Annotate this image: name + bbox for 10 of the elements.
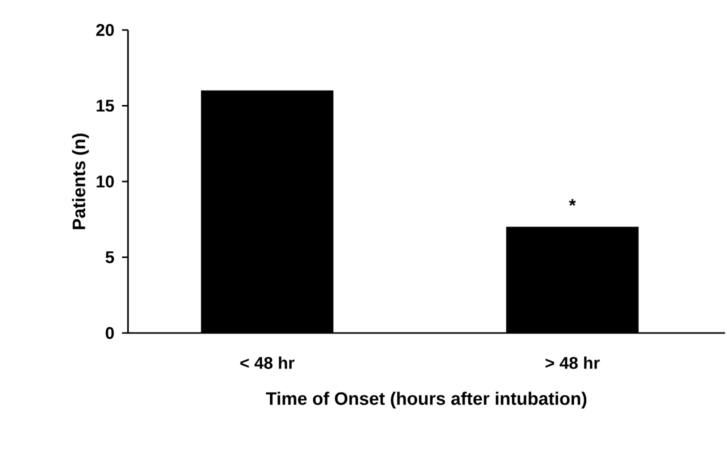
y-tick-label: 10: [96, 176, 114, 188]
x-axis-title: Time of Onset (hours after intubation): [266, 392, 586, 408]
x-tick-label: > 48 hr: [546, 356, 600, 369]
y-axis-title: Patients (n): [72, 134, 89, 230]
annotation: *: [568, 199, 576, 206]
y-tick-label: 5: [106, 251, 114, 264]
y-tick-label: 0: [106, 327, 114, 339]
y-tick-label: 20: [96, 24, 114, 36]
y-tick-label: 15: [96, 100, 114, 112]
x-tick-label: < 48 hr: [240, 356, 294, 369]
